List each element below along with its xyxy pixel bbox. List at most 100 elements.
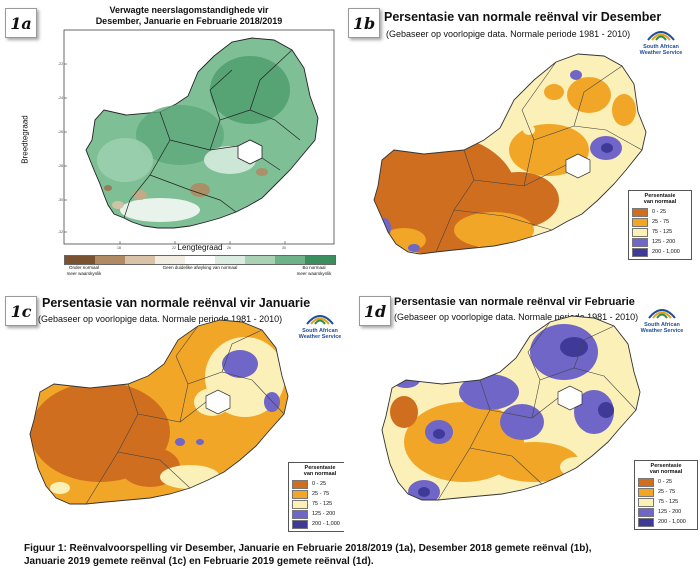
svg-text:-32: -32	[58, 230, 63, 234]
legend-1c: Persentasie van normaal 0 - 25 25 - 75 75 -…	[288, 462, 352, 532]
x-axis-label: Lengtegraad	[177, 243, 223, 252]
legend-item-label: 75 - 125	[652, 229, 673, 235]
legend-rows: 0 - 25 25 - 75 75 - 125 125 - 200 200 - 1,00…	[632, 207, 688, 257]
svg-text:30: 30	[282, 246, 286, 250]
panel-label-1c: 1c	[5, 296, 37, 326]
legend-swatch	[632, 237, 648, 247]
legend-swatch	[632, 207, 648, 217]
colorbar-left-label-1: Onder normaal	[68, 265, 99, 270]
logo-line1: South African	[302, 328, 338, 334]
svg-text:18: 18	[117, 246, 121, 250]
panel-1d-title: Persentasie van normale reënval vir Febr…	[394, 296, 635, 308]
svg-text:26: 26	[227, 246, 231, 250]
svg-text:-26: -26	[58, 130, 63, 134]
colorbar-right-label-2: meer waarskynlik	[296, 271, 332, 276]
legend-item-label: 125 - 200	[312, 511, 336, 517]
january-map	[29, 319, 289, 505]
svg-text:-28: -28	[58, 164, 63, 168]
caption-line2: Januarie 2019 gemete reënval (1c) en Feb…	[24, 556, 374, 567]
panel-label-1a: 1a	[5, 8, 37, 38]
colorbar-right-label-1: Bo normaal	[302, 265, 326, 270]
panel-1c: 1c Persentasie van normale reënval vir J…	[0, 292, 352, 538]
figure-caption: Figuur 1: Reënvalvoorspelling vir Desemb…	[24, 542, 684, 568]
legend-swatch	[638, 487, 654, 497]
svg-text:-22: -22	[58, 62, 63, 66]
legend-item-label: 0 - 25	[658, 479, 673, 485]
legend-item: 200 - 1,000	[292, 519, 348, 529]
legend-item-label: 75 - 125	[312, 501, 333, 507]
panel-1a-title-line2: Desember, Januarie en Februarie 2018/201…	[95, 16, 283, 26]
legend-rows: 0 - 25 25 - 75 75 - 125 125 - 200 200 - 1,00…	[638, 477, 694, 527]
colorbar-segment	[155, 256, 185, 264]
legend-title: Persentasie van normaal	[303, 465, 337, 477]
december-map	[373, 53, 647, 255]
legend-item-label: 200 - 1,000	[312, 521, 340, 527]
legend-item: 25 - 75	[292, 489, 348, 499]
legend-item-label: 125 - 200	[652, 239, 676, 245]
legend-swatch	[292, 499, 308, 509]
svg-text:22: 22	[172, 246, 176, 250]
legend-item: 200 - 1,000	[632, 247, 688, 257]
caption-line1: Figuur 1: Reënvalvoorspelling vir Desemb…	[24, 543, 592, 554]
legend-swatch	[632, 247, 648, 257]
legend-item: 25 - 75	[632, 217, 688, 227]
forecast-map: -22 -24 -26 -28 -30 -32 18 22 26 30	[58, 29, 335, 250]
february-map	[381, 315, 641, 501]
saws-logo-icon	[306, 315, 334, 325]
legend-item-label: 200 - 1,000	[658, 519, 686, 525]
legend-swatch	[292, 509, 308, 519]
legend-item-label: 0 - 25	[652, 209, 667, 215]
panel-1a: 1a Verwagte neerslagomstandighede vir De…	[0, 0, 340, 290]
saws-logo: South African Weather Service	[285, 306, 355, 342]
logo-line1: South African	[644, 322, 680, 328]
colorbar-left-label-2: meer waarskynlik	[66, 271, 102, 276]
legend-1b: Persentasie van normaal 0 - 25 25 - 75 75 -…	[628, 190, 692, 260]
legend-item: 125 - 200	[632, 237, 688, 247]
legend-swatch	[292, 479, 308, 489]
legend-swatch	[292, 519, 308, 529]
colorbar-segment	[95, 256, 125, 264]
legend-swatch	[638, 507, 654, 517]
legend-item: 0 - 25	[632, 207, 688, 217]
legend-swatch	[638, 497, 654, 507]
saws-logo: South African Weather Service	[627, 300, 697, 336]
y-axis-label: Breedtegraad	[20, 115, 30, 164]
legend-item: 25 - 75	[638, 487, 694, 497]
saws-logo: South African Weather Service	[626, 22, 696, 58]
panel-label-1b: 1b	[348, 8, 380, 38]
legend-rows: 0 - 25 25 - 75 75 - 125 125 - 200 200 - 1,00…	[292, 479, 348, 529]
legend-item-label: 200 - 1,000	[652, 249, 680, 255]
legend-swatch	[292, 489, 308, 499]
colorbar-mid-label: Geen duidelike afwyking van normaal	[162, 265, 238, 270]
legend-item-label: 0 - 25	[312, 481, 327, 487]
panel-1c-subtitle: (Gebaseer op voorlopige data. Normale pe…	[38, 314, 283, 324]
colorbar-segment	[275, 256, 305, 264]
colorbar-segment	[305, 256, 335, 264]
logo-line2: Weather Service	[640, 328, 684, 334]
legend-swatch	[632, 217, 648, 227]
panel-1a-title-line1: Verwagte neerslagomstandighede vir	[109, 5, 269, 15]
legend-1d: Persentasie van normaal 0 - 25 25 - 75 75 -…	[634, 460, 698, 530]
colorbar-segment	[185, 256, 215, 264]
colorbar-segment	[215, 256, 245, 264]
legend-item-label: 75 - 125	[658, 499, 679, 505]
legend-swatch	[638, 517, 654, 527]
legend-swatch	[638, 477, 654, 487]
logo-line1: South African	[643, 44, 679, 50]
legend-item-label: 125 - 200	[658, 509, 682, 515]
panel-1d: 1d Persentasie van normale reënval vir F…	[344, 292, 700, 538]
legend-swatch	[632, 227, 648, 237]
saws-logo-icon	[648, 309, 676, 319]
logo-line2: Weather Service	[639, 50, 683, 56]
legend-item: 200 - 1,000	[638, 517, 694, 527]
panel-1b: 1b Persentasie van normale reënval vir D…	[344, 0, 700, 290]
panel-1b-title: Persentasie van normale reënval vir Dese…	[384, 10, 662, 24]
legend-item-label: 25 - 75	[658, 489, 676, 495]
panel-1b-subtitle: (Gebaseer op voorlopige data. Normale pe…	[386, 29, 631, 39]
legend-title: Persentasie van normaal	[643, 193, 677, 205]
colorbar-segment	[245, 256, 275, 264]
legend-item: 75 - 125	[292, 499, 348, 509]
svg-text:-30: -30	[58, 198, 63, 202]
panel-1d-subtitle: (Gebaseer op voorlopige data. Normale pe…	[394, 312, 639, 322]
colorbar-segment	[125, 256, 155, 264]
